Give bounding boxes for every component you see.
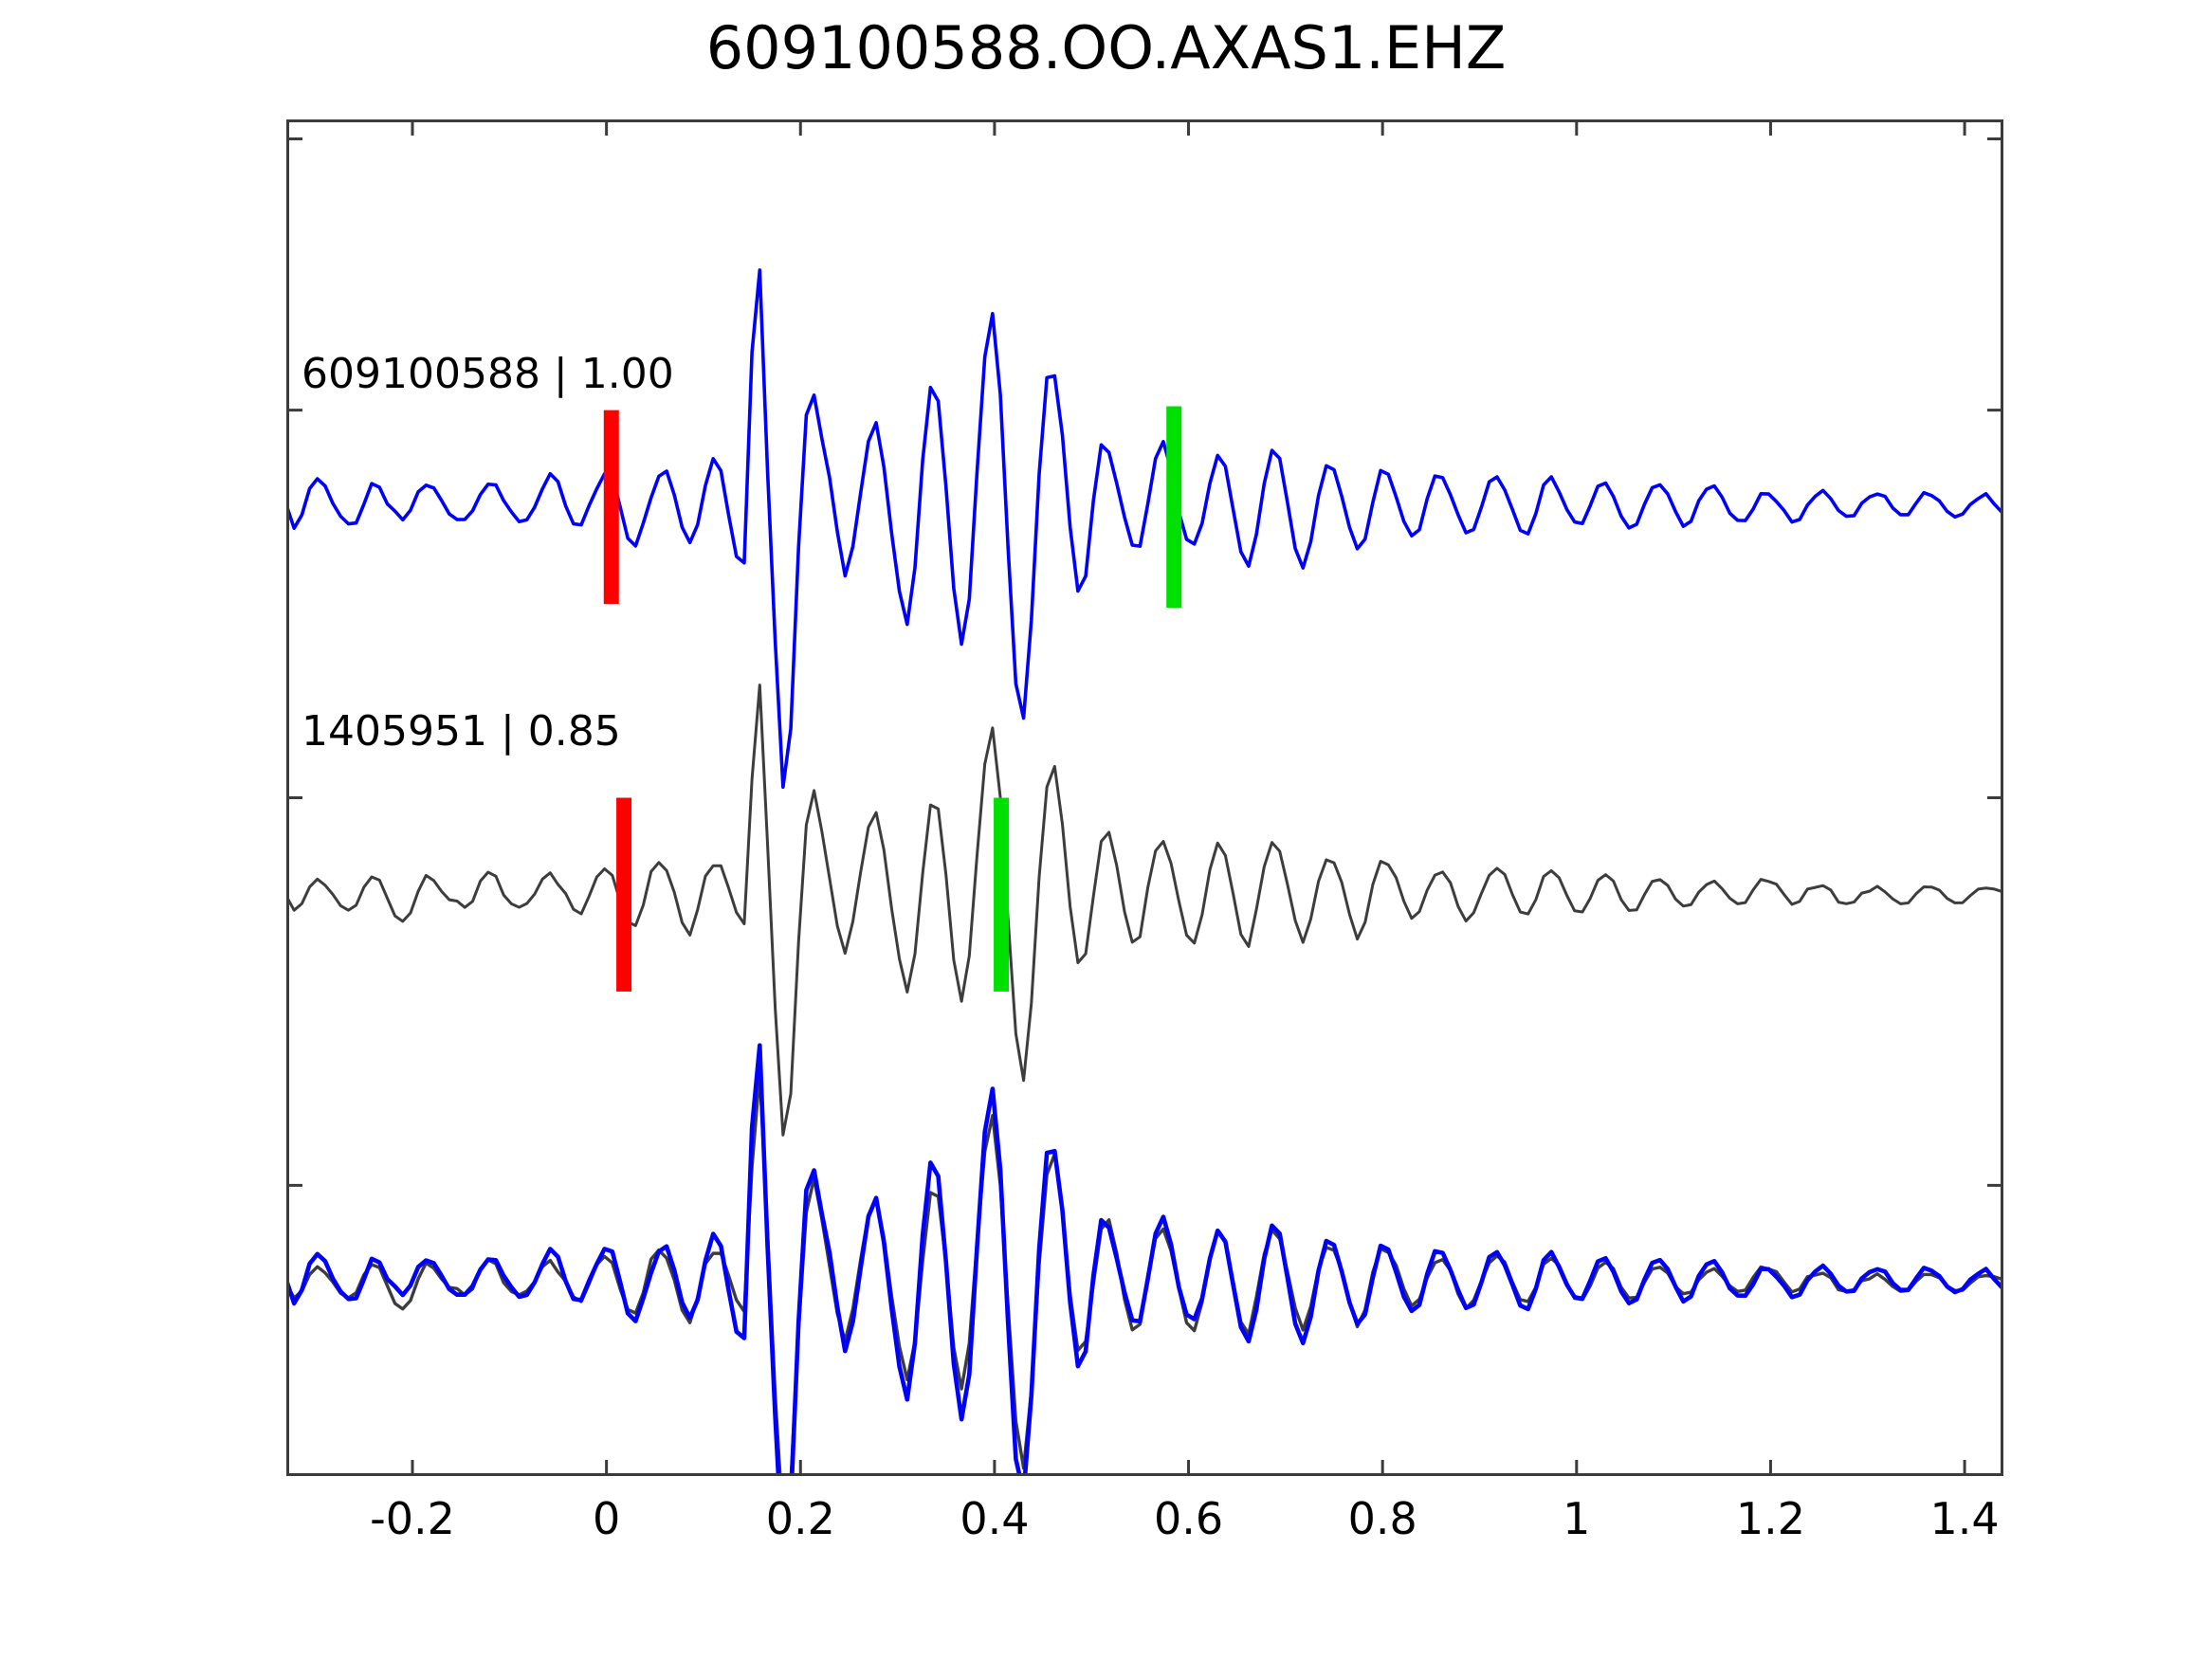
pick-marker-p	[603, 410, 619, 605]
trace-detection	[286, 684, 2003, 1137]
waveform-canvas	[286, 119, 2003, 1476]
x-tick-label: 0	[593, 1493, 621, 1544]
trace-label-template: 609100588 | 1.00	[302, 350, 674, 398]
trace-overlay-detection	[286, 1070, 2003, 1476]
x-tick-label: 1	[1563, 1493, 1591, 1544]
trace-label-detection: 1405951 | 0.85	[302, 707, 621, 756]
axis-tick-marks	[286, 119, 2003, 1476]
trace-template	[286, 268, 2003, 790]
pick-marker-p	[616, 797, 632, 992]
x-tick-label: -0.2	[370, 1493, 455, 1544]
x-tick-label: 0.2	[765, 1493, 835, 1544]
waveform-traces	[286, 268, 2003, 1476]
x-tick-label: 1.2	[1735, 1493, 1806, 1544]
trace-overlay-template	[286, 1043, 2003, 1476]
x-tick-label: 0.8	[1347, 1493, 1417, 1544]
x-axis-tick-labels: -0.2 0 0.2 0.4 0.6 0.8 1 1.2 1.4	[286, 1493, 2003, 1559]
x-tick-label: 0.6	[1153, 1493, 1224, 1544]
phase-pick-markers	[603, 406, 1182, 992]
page-title: 609100588.OO.AXAS1.EHZ	[705, 13, 1507, 82]
x-tick-label: 1.4	[1929, 1493, 2000, 1544]
plot-axes: 609100588 | 1.00 1405951 | 0.85	[286, 119, 2003, 1476]
pick-marker-s	[994, 797, 1010, 992]
pick-marker-s	[1166, 406, 1182, 609]
x-tick-label: 0.4	[960, 1493, 1030, 1544]
